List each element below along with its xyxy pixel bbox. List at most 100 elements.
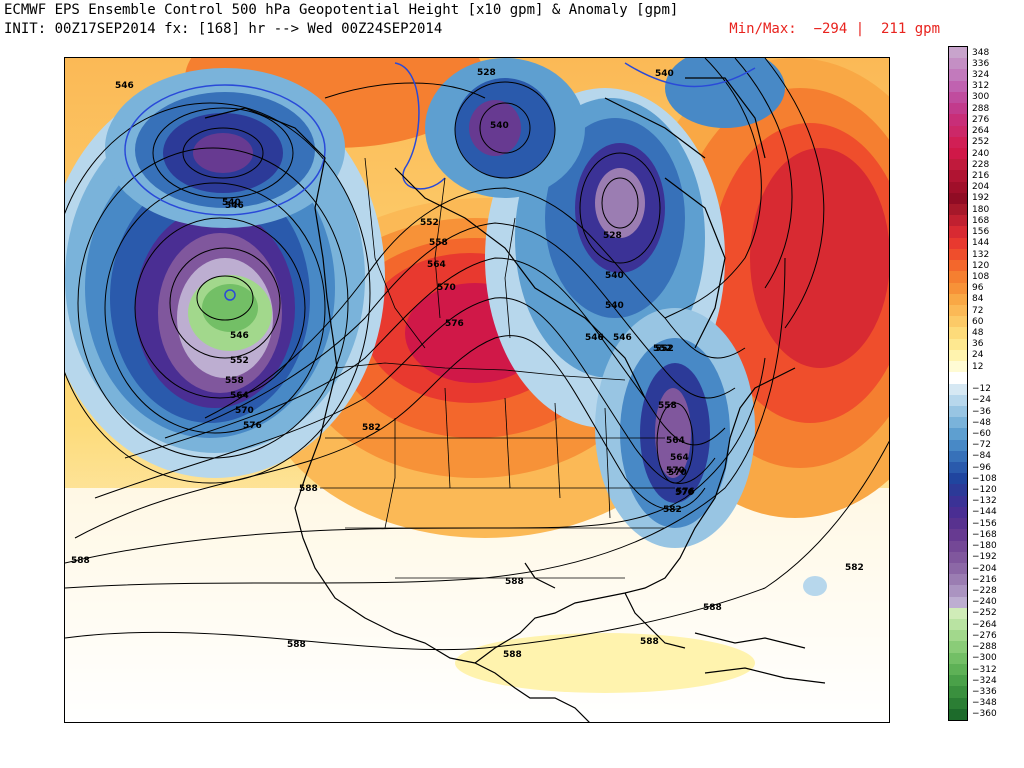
colorbar-tick-label: −24	[972, 395, 991, 406]
colorbar-tick-label: 276	[972, 114, 990, 125]
colorbar-cell	[949, 562, 967, 575]
colorbar-cell	[949, 47, 967, 59]
colorbar-cell	[949, 192, 967, 205]
map-canvas: 546 546 546 552 558 564 570 576 528 540 …	[65, 58, 889, 722]
colorbar-cell	[949, 114, 967, 126]
colorbar-cell	[949, 147, 967, 160]
colorbar-cell	[949, 607, 967, 620]
colorbar-cell	[949, 349, 967, 362]
colorbar-tick-label: −360	[972, 709, 997, 720]
colorbar-tick-label: −336	[972, 686, 997, 697]
colorbar-tick-label: −276	[972, 630, 997, 641]
colorbar-cell	[949, 708, 967, 721]
colorbar-tick-label: 252	[972, 137, 990, 148]
colorbar-cell	[949, 69, 967, 82]
contour-label: 546	[115, 81, 134, 91]
colorbar-tick-label: 60	[972, 316, 984, 327]
colorbar-tick-label: −144	[972, 507, 997, 518]
contour-label: 546	[613, 333, 632, 343]
colorbar-tick-label: −252	[972, 608, 997, 619]
alaska-negative-anomaly	[105, 68, 345, 228]
colorbar-cell	[949, 181, 967, 194]
colorbar-tick-label: 156	[972, 227, 990, 238]
colorbar-cell	[949, 462, 967, 474]
blue-540-contours	[124, 62, 756, 301]
colorbar-cell	[949, 215, 967, 227]
colorbar-tick-label: 240	[972, 148, 990, 159]
colorbar-tick-label: 108	[972, 271, 990, 282]
colorbar-tick-label: −96	[972, 462, 991, 473]
contour-label: 564	[230, 391, 249, 401]
contour-label: 582	[663, 505, 682, 515]
contour-label: 540	[605, 271, 624, 281]
colorbar-tick-label: 216	[972, 170, 990, 181]
anomaly-map: 546 546 546 552 558 564 570 576 528 540 …	[64, 57, 890, 723]
colorbar-cell	[949, 619, 967, 631]
colorbar-cell	[949, 518, 967, 530]
colorbar-cell	[949, 338, 967, 351]
contour-label: 540	[222, 198, 241, 208]
colorbar-tick-label: 96	[972, 283, 984, 294]
colorbar-tick-label: −72	[972, 440, 991, 451]
colorbar-tick-label: −168	[972, 529, 997, 540]
colorbar-cell	[949, 439, 967, 452]
contour-label: 546	[230, 331, 249, 341]
political-borders	[320, 157, 675, 579]
contour-label: 540	[490, 121, 509, 131]
contour-label: 576	[445, 319, 464, 329]
colorbar-tick-label: 324	[972, 70, 990, 81]
contour-label: 540	[605, 301, 624, 311]
colorbar-cell	[949, 529, 967, 542]
colorbar-tick-label: 180	[972, 204, 990, 215]
baffin-negative-anomaly	[425, 58, 585, 198]
contour-label: 588	[299, 484, 318, 494]
colorbar-cell	[949, 551, 967, 564]
contour-label: 552	[653, 344, 672, 354]
caribbean-positive-anomaly	[455, 633, 755, 693]
contour-label: 552	[420, 218, 439, 228]
contour-label: 582	[362, 423, 381, 433]
contour-label: 588	[287, 640, 306, 650]
colorbar-cell	[949, 237, 967, 250]
contour-label: 570	[666, 466, 685, 476]
anomaly-colorbar	[948, 46, 968, 721]
colorbar-cell	[949, 484, 967, 497]
colorbar-tick-label: 204	[972, 182, 990, 193]
contour-label: 582	[845, 563, 864, 573]
contour-label: 528	[603, 231, 622, 241]
min-max-readout: Min/Max: −294 | 211 gpm	[729, 21, 940, 37]
colorbar-cell	[949, 136, 967, 149]
contour-label: 576	[676, 487, 695, 497]
colorbar-cell	[949, 260, 967, 272]
colorbar-cell	[949, 596, 967, 609]
colorbar-tick-label: −228	[972, 586, 997, 596]
colorbar-cell	[949, 383, 967, 396]
colorbar-cell	[949, 125, 967, 138]
contour-label: 558	[658, 401, 677, 411]
colorbar-tick-label: −120	[972, 485, 997, 496]
colorbar-tick-label: 168	[972, 215, 990, 226]
colorbar-tick-label: −108	[972, 473, 997, 484]
colorbar-tick-label: 120	[972, 260, 990, 271]
colorbar-cell	[949, 417, 967, 429]
colorbar-tick-label: −60	[972, 428, 991, 439]
colorbar-cell	[949, 316, 967, 328]
colorbar-cell	[949, 495, 967, 508]
colorbar-tick-label: 300	[972, 92, 990, 103]
colorbar-cell	[949, 697, 967, 710]
colorbar-tick-label: −84	[972, 451, 991, 462]
colorbar-tick-label: 36	[972, 339, 984, 350]
contour-label: 546	[225, 201, 244, 211]
contour-label: 552	[655, 344, 674, 354]
colorbar-tick-label: −324	[972, 675, 997, 686]
colorbar-tick-label: −264	[972, 619, 997, 630]
colorbar-tick-label: −216	[972, 574, 997, 585]
colorbar-cell	[949, 506, 967, 519]
colorbar-cell	[949, 641, 967, 654]
contour-label: 558	[429, 238, 448, 248]
colorbar-cell	[949, 58, 967, 70]
colorbar-cell	[949, 170, 967, 183]
contour-label: 564	[666, 436, 685, 446]
colorbar-cell	[949, 372, 967, 384]
colorbar-tick-label: −348	[972, 698, 997, 709]
